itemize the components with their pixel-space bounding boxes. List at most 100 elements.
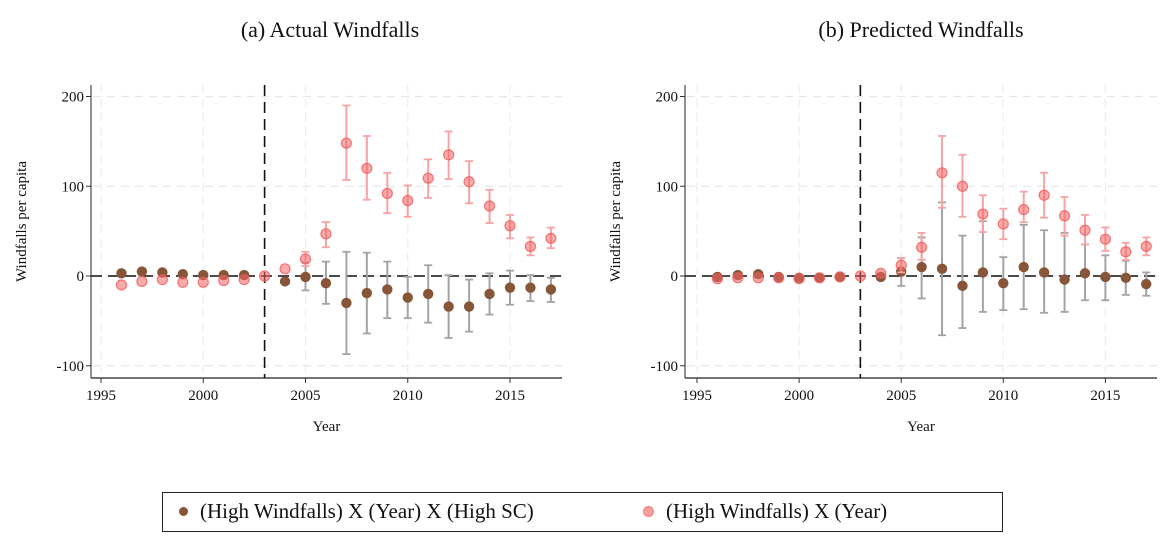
legend-label: (High Windfalls) X (Year) [666,499,888,523]
x-tick-label: 1995 [682,388,712,404]
data-point [423,288,434,300]
x-tick-label: 2005 [291,388,321,404]
data-point [1058,210,1071,222]
series-year [711,135,1152,285]
x-tick-label: 1995 [86,388,116,404]
data-point [197,276,209,288]
x-tick-label: 2015 [495,388,525,404]
data-point [875,267,887,279]
y-axis-label: Windfalls per capita [14,161,30,282]
data-point [136,266,148,277]
y-tick-label: 0 [77,269,85,285]
legend: (High Windfalls) X (Year) X (High SC) (H… [162,492,1003,532]
data-point [1099,233,1112,245]
data-point [1018,261,1029,273]
data-point [402,292,413,303]
panel-b: (b) Predicted Windfalls -100 0 100 200 1995 20… [608,17,1157,435]
data-point [834,271,846,283]
data-point [402,195,414,207]
data-point [1140,240,1152,252]
data-point [422,172,434,184]
data-point [1079,224,1091,236]
y-axis-label: Windfalls per capita [608,161,624,282]
series-high-sc [116,250,557,355]
data-point [956,180,969,192]
data-point [813,272,826,284]
data-point [752,272,764,284]
data-point [382,284,393,295]
data-point [361,162,373,174]
data-point [1120,272,1132,283]
data-point [115,279,128,291]
data-point [1079,268,1091,279]
data-point [443,149,455,161]
data-point [1038,189,1050,201]
data-point [116,268,127,279]
data-point [238,273,250,286]
data-point [177,269,188,280]
data-point [1038,267,1050,278]
data-point [463,301,475,312]
y-tick-label: 200 [656,90,679,106]
data-point [341,297,352,309]
data-point [279,263,291,275]
y-tick-label: 100 [656,179,679,195]
panel-a: (a) Actual Windfalls -100 0 100 200 1995 2000 2… [14,17,562,435]
data-point [218,274,230,287]
data-point [504,220,516,232]
legend-label: (High Windfalls) X (Year) X (High SC) [200,499,534,523]
data-point [545,284,557,295]
x-tick-label: 2010 [393,388,423,404]
data-point [525,282,536,293]
data-point [524,240,537,252]
chart-title: (b) Predicted Windfalls [818,17,1023,42]
data-point [504,282,516,293]
data-point [1059,274,1070,285]
x-tick-label: 2000 [784,388,814,404]
data-point [977,267,989,278]
data-point [711,273,724,285]
x-tick-label: 2010 [988,388,1018,404]
data-point [916,241,928,253]
y-tick-label: 0 [671,269,679,285]
data-point [320,228,332,240]
data-point [1141,278,1152,290]
legend-marker-brown [179,507,188,516]
chart-title: (a) Actual Windfalls [241,17,419,42]
data-point [1100,271,1111,283]
x-tick-label: 2005 [886,388,916,404]
x-axis-label: Year [313,419,341,435]
data-point [177,276,189,288]
data-point [340,137,352,149]
y-tick-label: 100 [62,179,85,195]
x-tick-label: 2015 [1090,388,1120,404]
data-point [773,272,785,284]
data-point [463,176,475,188]
series-year [115,104,557,291]
data-point [957,280,968,292]
data-point [1120,246,1132,258]
data-point [732,272,744,284]
data-point [997,218,1009,230]
data-point [793,273,805,285]
data-point [156,273,168,286]
data-point [361,287,373,299]
data-point [443,301,454,312]
data-point [136,275,148,287]
data-point [1018,203,1030,216]
data-point [854,270,866,282]
data-point [545,232,557,244]
data-point [977,208,989,220]
data-point [279,276,291,287]
y-tick-label: -100 [57,359,85,375]
data-point [916,261,927,273]
data-point [320,277,332,289]
data-point [259,270,271,282]
data-point [300,271,311,283]
data-point [936,167,948,179]
data-point [483,200,496,212]
data-point [998,277,1009,289]
y-tick-label: -100 [651,359,679,375]
x-tick-label: 2000 [188,388,218,404]
